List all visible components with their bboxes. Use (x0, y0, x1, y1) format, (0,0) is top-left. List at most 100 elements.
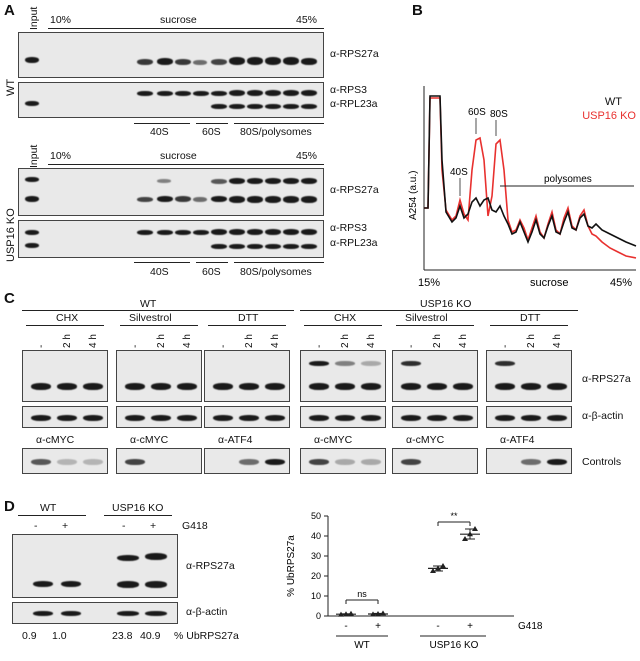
panel-c-timepoint: 2 h (62, 334, 73, 348)
scatter-y-tick-label: 10 (311, 591, 321, 601)
panel-d-lane-1: - (34, 520, 38, 532)
peak-80s-label: 80S (490, 109, 508, 120)
panel-a-ko-rpl23a-label: α-RPL23a (330, 237, 378, 249)
blot-band (265, 415, 285, 421)
blot-band (401, 459, 421, 465)
scatter-y-label: % UbRPS27a (286, 535, 297, 597)
profile-series-wt (424, 95, 637, 247)
blot-band (361, 415, 381, 421)
blot-band (31, 383, 51, 390)
panel-c-controls-label: Controls (582, 456, 622, 468)
blot-band (521, 459, 541, 465)
panel-c-letter: C (4, 290, 15, 307)
blot-band (427, 383, 447, 390)
panel-c-control-blot (392, 448, 478, 474)
blot-band (309, 459, 329, 465)
panel-c-timepoint: - (218, 344, 229, 348)
blot-band (239, 383, 259, 390)
blot-band (83, 415, 103, 421)
panel-a-ko-rps3-blot (18, 220, 324, 258)
panel-c-rps27a-blot (204, 350, 290, 402)
panel-c-timepoint: 2 h (244, 334, 255, 348)
blot-band (57, 383, 77, 390)
scatter-sig-label: ** (450, 511, 458, 521)
panel-a-wt-gradient-line (48, 28, 324, 29)
panel-c-rps27a-blot (486, 350, 572, 402)
blot-band (125, 383, 145, 390)
panel-c-timepoint: 4 h (366, 334, 377, 348)
panel-c-timepoint: - (314, 344, 325, 348)
panel-a-ko-fraction-40s: 40S (150, 266, 169, 278)
polysomes-label: polysomes (544, 174, 592, 185)
profile-x-high: 45% (610, 277, 632, 289)
blot-band (57, 459, 77, 465)
scatter-sig-label: ns (357, 589, 367, 599)
scatter-y-tick-label: 40 (311, 531, 321, 541)
panel-c-actin-blot (300, 406, 386, 428)
blot-band (31, 459, 51, 465)
blot-band (401, 361, 421, 366)
blot-band (309, 383, 329, 390)
panel-a-ko-input-label: Input (28, 144, 40, 168)
scatter-x-tick-label: - (344, 621, 347, 632)
panel-c-ko-title: USP16 KO (420, 298, 472, 310)
blot-band (265, 459, 285, 465)
blot-band (213, 415, 233, 421)
panel-c-group-line (208, 325, 286, 326)
scatter-x-tick-label: - (436, 621, 439, 632)
polysome-profile-chart: 40S 60S 80S polysomes WT USP16 KO A254 (… (408, 86, 637, 289)
panel-c-timepoint: 2 h (526, 334, 537, 348)
blot-band (151, 383, 171, 390)
panel-c-control-marker: α-ATF4 (500, 434, 535, 446)
panel-d-lane-4: + (150, 520, 157, 532)
panel-d-actin-blot (12, 602, 178, 624)
profile-series-ko (424, 97, 637, 259)
panel-c-group-label: DTT (238, 312, 259, 324)
panel-a-ko-genotype: USP16 KO (5, 208, 17, 262)
panel-c-group-line (490, 325, 568, 326)
panel-c-timepoint: 4 h (182, 334, 193, 348)
blot-band (83, 383, 103, 390)
blot-band (521, 415, 541, 421)
peak-40s-label: 40S (450, 167, 468, 178)
panel-c-control-marker: α-cMYC (406, 434, 445, 446)
blot-band (239, 459, 259, 465)
panel-c-control-marker: α-ATF4 (218, 434, 253, 446)
panel-a-ko-rps3-label: α-RPS3 (330, 222, 367, 234)
panel-a-ko-sucrose: sucrose (160, 150, 197, 162)
panel-c-rps27a-blot (392, 350, 478, 402)
blot-band (547, 383, 567, 390)
panel-d-ub-value-2: 1.0 (52, 630, 67, 642)
blot-band (361, 361, 381, 366)
panel-a-wt-fraction-80s: 80S/polysomes (240, 126, 312, 138)
panel-c-actin-label: α-β-actin (582, 410, 624, 422)
panel-d-ub-value-1: 0.9 (22, 630, 37, 642)
panel-a-ko-rps27a-blot (18, 168, 324, 216)
blot-band (177, 415, 197, 421)
scatter-x-tick-label: + (467, 621, 473, 632)
panel-a-ko-pct-high: 45% (296, 150, 318, 162)
blot-band (177, 383, 197, 390)
blot-band (125, 415, 145, 421)
scatter-group-label: WT (354, 640, 370, 651)
panel-a-wt-rps3-blot (18, 82, 324, 118)
panel-a-wt-rps27a-label: α-RPS27a (330, 48, 379, 60)
blot-band (495, 383, 515, 390)
blot-band (401, 415, 421, 421)
panel-b-letter: B (412, 2, 423, 19)
panel-a-wt-sucrose: sucrose (160, 14, 197, 26)
panel-a-ko-rps27a-label: α-RPS27a (330, 184, 379, 196)
panel-a-letter: A (4, 2, 15, 19)
ub-scatter-chart: 0 10 20 30 40 50 % UbRPS27a - + - + ns ** G418 WT USP16… (286, 511, 543, 651)
panel-c-group-label: DTT (520, 312, 541, 324)
panel-d-g418: G418 (182, 520, 208, 532)
blot-band (335, 383, 355, 390)
panel-c-group-label: Silvestrol (405, 312, 448, 324)
profile-x-low: 15% (418, 277, 440, 289)
blot-band (309, 361, 329, 366)
scatter-y-tick-label: 50 (311, 511, 321, 521)
panel-c-timepoint: 2 h (340, 334, 351, 348)
blot-band (495, 361, 515, 366)
panel-c-timepoint: 2 h (156, 334, 167, 348)
legend-wt: WT (605, 96, 622, 108)
